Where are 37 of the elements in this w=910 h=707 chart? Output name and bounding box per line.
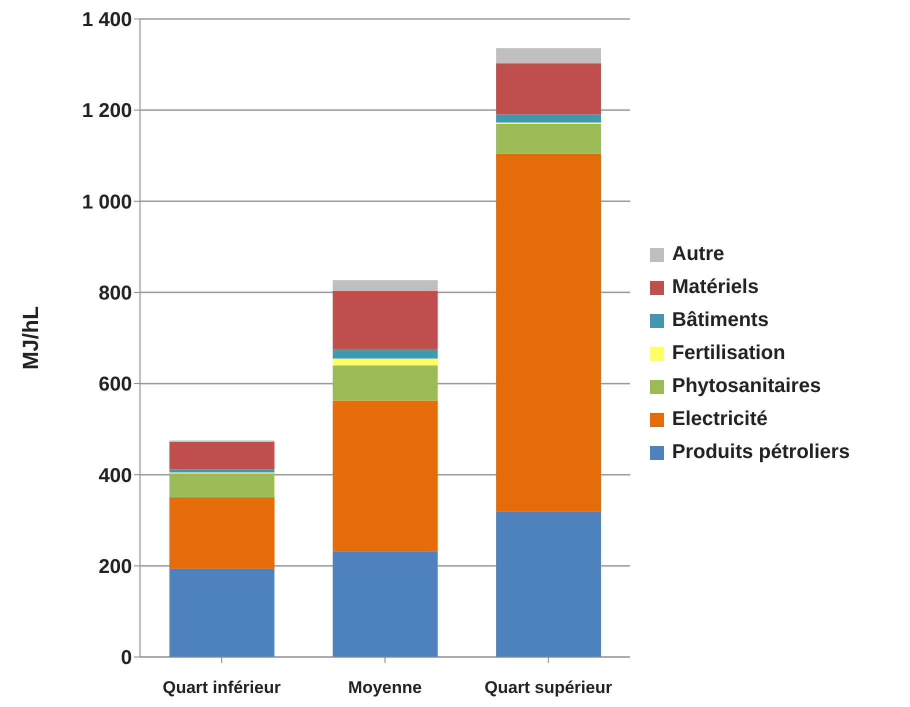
bar xyxy=(496,124,602,154)
y-tick-label: 200 xyxy=(98,556,132,578)
legend-label: Fertilisation xyxy=(672,342,786,365)
bar xyxy=(169,498,274,569)
x-tick-label: Moyenne xyxy=(348,678,422,698)
y-tick-label: 1 000 xyxy=(82,191,132,214)
y-tick-label: 800 xyxy=(98,282,132,305)
legend-label: Produits pétroliers xyxy=(672,441,850,464)
x-tick-label: Quart inférieur xyxy=(162,678,282,698)
y-tick-label: 1 400 xyxy=(82,9,132,32)
bar xyxy=(496,154,602,512)
y-tick-label: 600 xyxy=(98,374,132,396)
bar xyxy=(169,473,274,498)
y-tick-label: 1 200 xyxy=(82,100,132,122)
legend-label: Bâtiments xyxy=(672,309,769,332)
x-tick-label: Quart supérieur xyxy=(484,678,612,698)
bar xyxy=(332,280,438,292)
y-tick-label: 0 xyxy=(120,647,132,670)
bar xyxy=(332,551,438,657)
bar xyxy=(496,63,602,114)
bar xyxy=(332,365,438,401)
legend-label: Autre xyxy=(672,243,724,266)
bar xyxy=(332,400,438,552)
bar xyxy=(332,291,438,350)
bar xyxy=(496,114,602,122)
bar xyxy=(496,512,602,657)
bar xyxy=(169,469,274,472)
bar xyxy=(169,442,274,470)
legend-label: Matériels xyxy=(672,276,759,299)
bar xyxy=(169,568,274,657)
y-axis-title: MJ/hL xyxy=(18,306,43,370)
y-tick-label: 400 xyxy=(98,464,132,487)
legend-label: Electricité xyxy=(672,408,768,431)
legend-label: Phytosanitaires xyxy=(672,375,821,398)
bar xyxy=(332,358,438,366)
bar xyxy=(332,349,438,359)
bar xyxy=(496,48,602,64)
